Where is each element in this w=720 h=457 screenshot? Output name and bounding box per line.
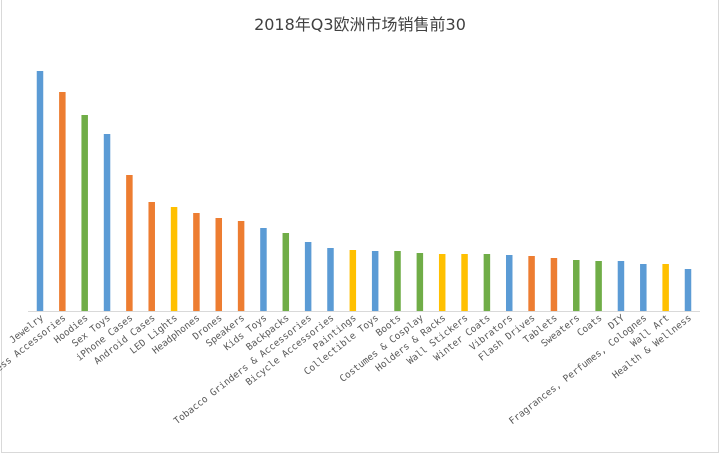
bar-jewelry bbox=[36, 71, 44, 311]
bar-diy bbox=[617, 261, 625, 311]
bar-kids-toys bbox=[260, 228, 267, 311]
bar-health-wellness bbox=[684, 269, 692, 311]
bar-vibrators bbox=[505, 255, 513, 311]
bar-fragrances-perfumes-colognes bbox=[640, 264, 647, 311]
bar-paintings bbox=[349, 250, 357, 311]
bar-iphone-cases bbox=[126, 175, 133, 311]
bar-drones bbox=[215, 218, 223, 311]
bar-sweaters bbox=[573, 260, 580, 311]
bar-sex-toys bbox=[103, 134, 111, 311]
bar-backpacks bbox=[282, 233, 290, 311]
bar-wall-stickers bbox=[461, 254, 468, 311]
bar-winter-coats bbox=[483, 254, 491, 311]
bar-speakers bbox=[237, 221, 245, 311]
bar-hoodies bbox=[81, 115, 88, 311]
bar-boots bbox=[394, 251, 401, 311]
bar-bicycle-accessories bbox=[327, 248, 334, 311]
bar-flash-drives bbox=[528, 256, 535, 311]
bar-tobacco-grinders-accessories bbox=[304, 242, 312, 311]
x-tick-label: Coats bbox=[575, 313, 604, 339]
bar-collectible-toys bbox=[371, 251, 379, 311]
bar-costumes-cosplay bbox=[416, 253, 424, 311]
bar-android-cases bbox=[148, 202, 155, 311]
bar-tablets bbox=[550, 258, 558, 311]
bar-coats bbox=[595, 261, 602, 311]
bar-wireless-accessories bbox=[59, 92, 66, 311]
bar-led-lights bbox=[170, 207, 178, 311]
bar-wall-art bbox=[662, 264, 669, 311]
bar-headphones bbox=[193, 213, 200, 311]
chart-title: 2018年Q3欧洲市场销售前30 bbox=[254, 15, 466, 34]
bar-holders-racks bbox=[438, 254, 446, 311]
